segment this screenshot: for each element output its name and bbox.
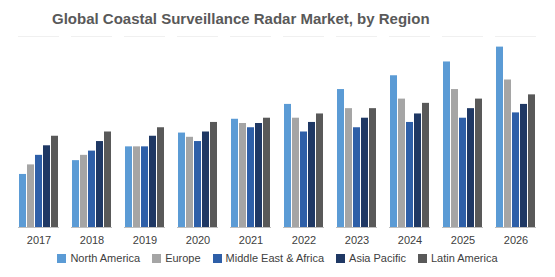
html-text:North America: North America <box>70 252 141 264</box>
svg-text:2024: 2024 <box>398 234 422 246</box>
svg-text:2026: 2026 <box>504 234 528 246</box>
svg-text:2017: 2017 <box>27 234 51 246</box>
html-text:Europe: Europe <box>165 252 201 264</box>
svg-text:2025: 2025 <box>451 234 475 246</box>
html-text:Middle East & Africa: Middle East & Africa <box>225 252 324 264</box>
svg-text:2018: 2018 <box>80 234 104 246</box>
html-text:Global Coastal Surveillance Ra: Global Coastal Surveillance Radar Market… <box>52 10 430 27</box>
svg-text:2021: 2021 <box>239 234 263 246</box>
svg-text:2022: 2022 <box>292 234 316 246</box>
svg-text:2019: 2019 <box>133 234 157 246</box>
svg-text:2023: 2023 <box>345 234 369 246</box>
html-text:Asia Pacific: Asia Pacific <box>349 252 406 264</box>
html-text:Latin America: Latin America <box>430 252 498 264</box>
svg-text:2020: 2020 <box>186 234 210 246</box>
